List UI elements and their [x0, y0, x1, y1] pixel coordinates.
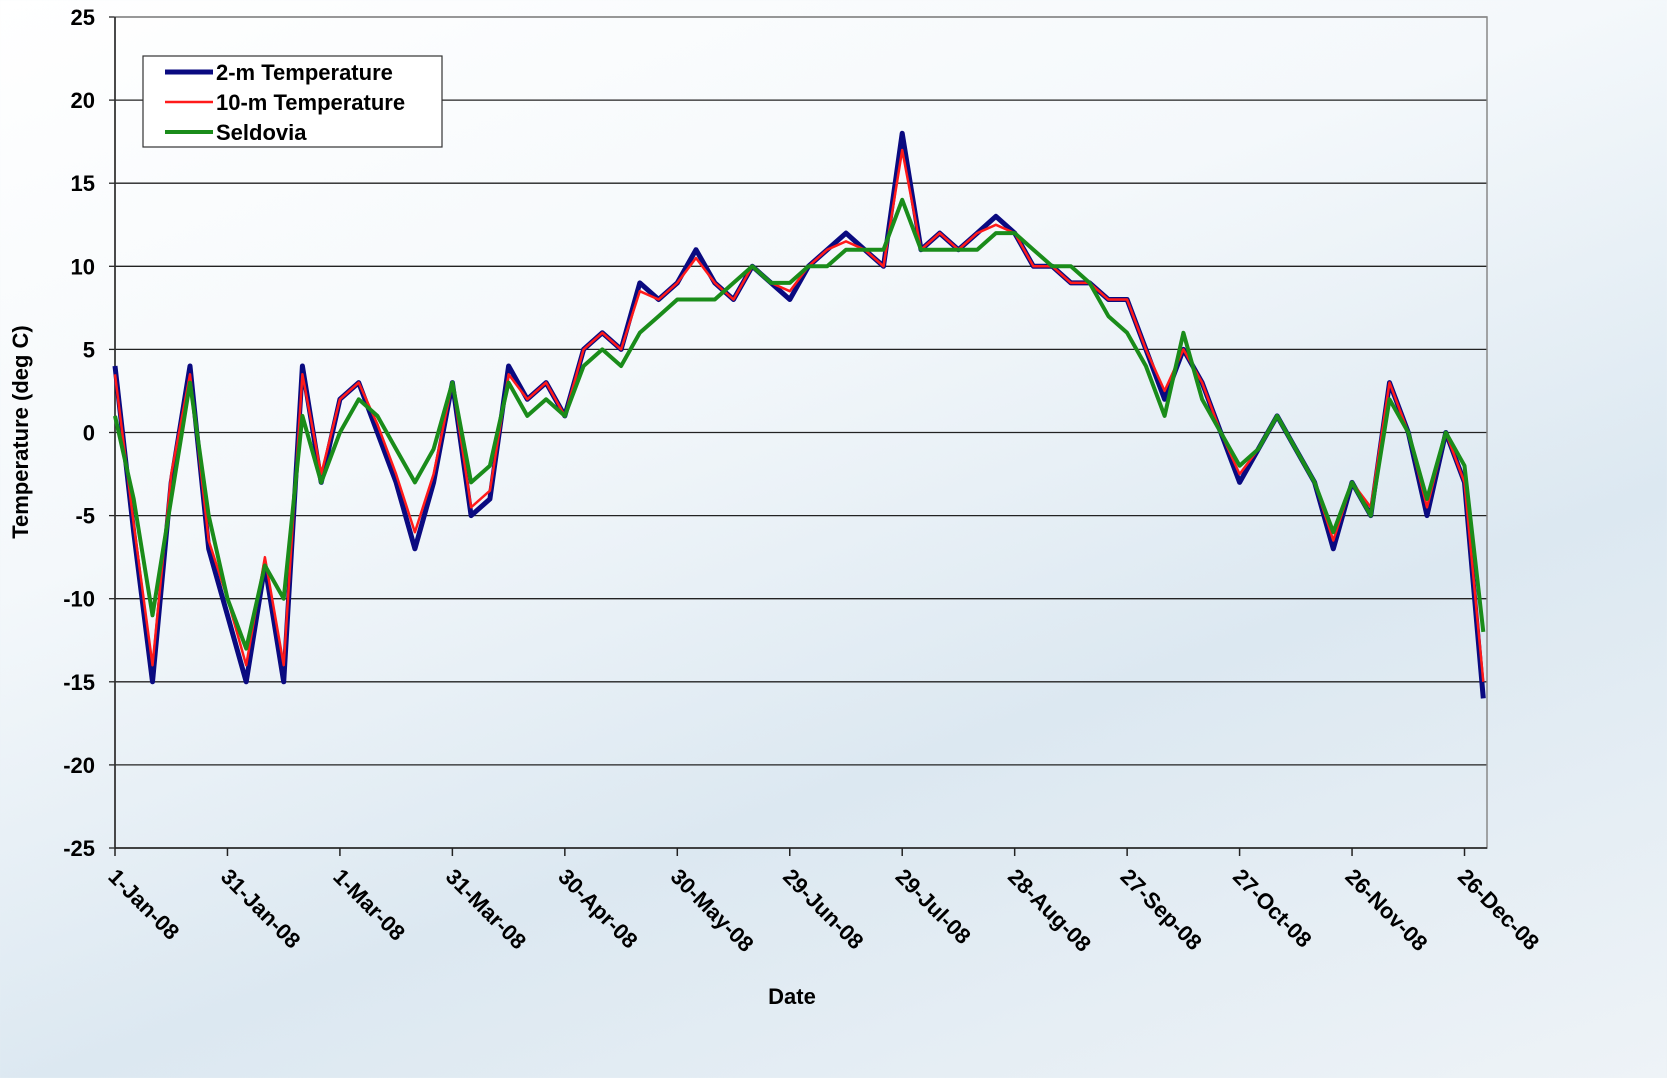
y-tick-label: 0 — [83, 421, 95, 446]
y-tick-label: 20 — [71, 88, 95, 113]
y-tick-label: -15 — [63, 670, 95, 695]
y-tick-label: 25 — [71, 5, 95, 30]
y-tick-label: 5 — [83, 337, 95, 362]
y-tick-label: 15 — [71, 171, 95, 196]
x-tick-label: 27-Sep-08 — [1116, 864, 1207, 955]
y-tick-label: -25 — [63, 836, 95, 861]
legend-label: 10-m Temperature — [216, 90, 405, 115]
x-tick-label: 29-Jun-08 — [778, 864, 868, 954]
legend-label: Seldovia — [216, 120, 307, 145]
x-tick-label: 30-Apr-08 — [553, 864, 642, 953]
x-tick-label: 1-Jan-08 — [103, 864, 184, 945]
x-tick-label: 30-May-08 — [666, 864, 759, 957]
x-axis-title: Date — [768, 984, 816, 1009]
y-tick-label: -5 — [75, 504, 95, 529]
x-tick-label: 31-Jan-08 — [216, 864, 305, 953]
series-line — [113, 197, 1486, 651]
y-tick-label: -20 — [63, 753, 95, 778]
x-tick-label: 28-Aug-08 — [1003, 864, 1096, 957]
x-tick-label: 31-Mar-08 — [441, 864, 531, 954]
legend-label: 2-m Temperature — [216, 60, 393, 85]
x-tick-label: 27-Oct-08 — [1228, 864, 1317, 953]
y-tick-label: 10 — [71, 254, 95, 279]
y-tick-label: -10 — [63, 587, 95, 612]
x-tick-label: 26-Dec-08 — [1453, 864, 1544, 955]
x-tick-label: 1-Mar-08 — [328, 864, 410, 946]
x-tick-label: 29-Jul-08 — [891, 864, 976, 949]
y-axis-title: Temperature (deg C) — [8, 325, 33, 539]
x-tick-label: 26-Nov-08 — [1341, 864, 1433, 956]
